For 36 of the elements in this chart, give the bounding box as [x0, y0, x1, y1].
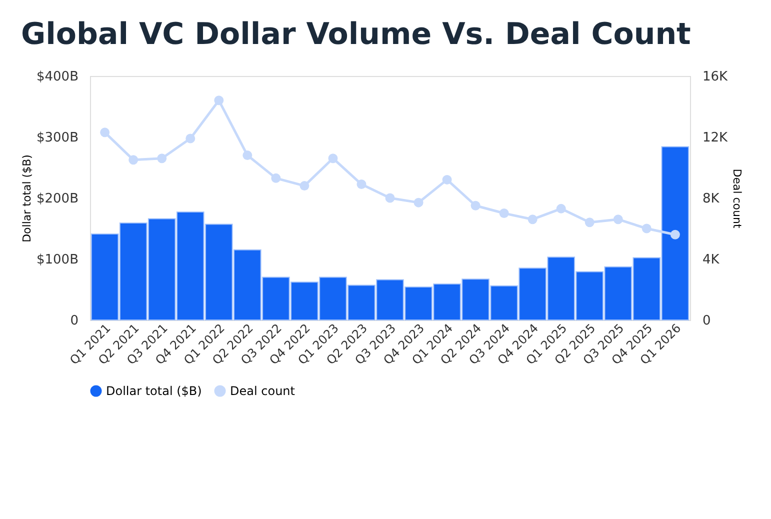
point — [556, 204, 566, 214]
point — [528, 214, 538, 224]
point — [414, 198, 424, 208]
legend-label: Deal count — [230, 384, 296, 398]
point — [214, 96, 224, 106]
point — [242, 150, 252, 160]
point — [499, 208, 509, 218]
point — [613, 214, 623, 224]
y2-tick-label: 16K — [702, 70, 728, 84]
legend-label: Dollar total ($B) — [106, 384, 202, 398]
y2-tick-label: 12K — [702, 130, 728, 146]
y-tick-label: 0 — [70, 314, 78, 328]
y-tick-label: $200B — [36, 192, 78, 206]
point — [442, 174, 452, 184]
point — [128, 155, 138, 165]
point — [157, 154, 167, 164]
point — [186, 134, 196, 144]
point — [100, 128, 110, 138]
point — [470, 200, 480, 210]
point — [328, 154, 338, 164]
point — [300, 181, 310, 191]
y2-tick-label: 4K — [702, 252, 720, 268]
point — [670, 230, 680, 240]
y2-tick-label: 0 — [702, 314, 711, 328]
y2-axis-title: Deal count — [730, 168, 744, 229]
y-tick-label: $400B — [36, 70, 78, 84]
point — [642, 224, 652, 234]
y2-tick-label: 8K — [702, 192, 720, 206]
chart-title: Global VC Dollar Volume Vs. Deal Count — [21, 17, 691, 52]
y-axis-title: Dollar total ($B) — [20, 154, 34, 242]
point — [271, 173, 281, 183]
y-tick-label: $100B — [36, 252, 78, 268]
point — [385, 193, 395, 203]
point — [356, 180, 366, 190]
point — [584, 218, 594, 228]
y-tick-label: $300B — [36, 130, 78, 146]
